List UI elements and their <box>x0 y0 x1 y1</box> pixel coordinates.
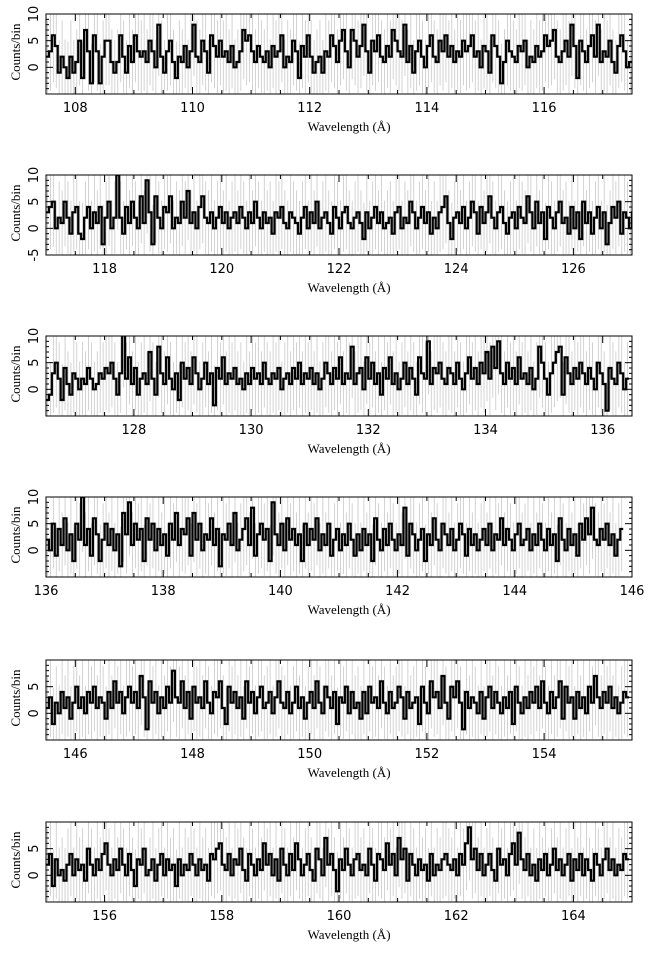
chart-panel-2: 118 120 122 124 126 -5 0 5 10 Wavelength (Å) Count… <box>8 167 633 295</box>
histogram-series <box>46 23 632 85</box>
y-tick-label: 0 <box>27 385 42 393</box>
y-axis-label: Counts/bin <box>8 345 23 403</box>
y-tick-label: 10 <box>27 6 42 23</box>
histogram-series <box>46 336 630 412</box>
x-axis-label: Wavelength (Å) <box>307 927 390 942</box>
x-axis-label: Wavelength (Å) <box>307 765 390 780</box>
y-tick-label: 5 <box>27 520 42 528</box>
y-tick-label: 0 <box>27 709 42 717</box>
y-tick-label: 5 <box>27 37 42 45</box>
x-tick-label: 136 <box>34 584 59 599</box>
data-layer <box>46 497 624 577</box>
chart-panel-6: 156 158 160 162 164 0 5 Wavelength (Å) Counts/bi… <box>8 821 633 942</box>
x-axis-label: Wavelength (Å) <box>307 119 390 134</box>
x-tick-label: 138 <box>151 584 176 599</box>
x-tick-label: 116 <box>532 101 557 116</box>
x-axis-label: Wavelength (Å) <box>307 280 390 295</box>
x-tick-label: 154 <box>532 747 557 762</box>
x-tick-label: 136 <box>590 423 615 438</box>
x-axis-label: Wavelength (Å) <box>307 602 390 617</box>
x-tick-label: 162 <box>444 909 469 924</box>
chart-panel-5: 146 148 150 152 154 0 5 Wavelength (Å) Counts/bi… <box>8 659 633 780</box>
x-tick-label: 126 <box>561 262 586 277</box>
x-tick-label: 140 <box>268 584 293 599</box>
histogram-series <box>46 826 630 893</box>
y-tick-label: 10 <box>27 489 42 506</box>
x-tick-label: 158 <box>209 909 234 924</box>
data-layer <box>46 660 630 740</box>
x-tick-label: 152 <box>414 747 439 762</box>
x-axis-label: Wavelength (Å) <box>307 441 390 456</box>
y-tick-label: 10 <box>27 167 42 184</box>
x-tick-label: 160 <box>327 909 352 924</box>
chart-panel-1: 108 110 112 114 116 0 5 10 Wavelength (Å) Counts/… <box>8 6 633 134</box>
y-tick-label: 0 <box>27 546 42 554</box>
y-tick-label: 0 <box>27 871 42 879</box>
x-tick-label: 156 <box>92 909 117 924</box>
y-axis-label: Counts/bin <box>8 831 23 889</box>
x-tick-label: 122 <box>327 262 352 277</box>
x-tick-label: 130 <box>239 423 264 438</box>
chart-panel-4: 136 138 140 142 144 146 0 5 10 Wavelength (Å) Coun… <box>8 489 645 617</box>
x-tick-label: 148 <box>180 747 205 762</box>
x-tick-label: 150 <box>297 747 322 762</box>
y-tick-label: 10 <box>27 328 42 345</box>
x-tick-label: 134 <box>473 423 498 438</box>
x-tick-label: 144 <box>502 584 527 599</box>
y-tick-label: 5 <box>27 359 42 367</box>
x-tick-label: 114 <box>414 101 439 116</box>
x-tick-label: 142 <box>385 584 410 599</box>
x-tick-label: 118 <box>92 262 117 277</box>
y-tick-label: 5 <box>27 683 42 691</box>
y-axis-label: Counts/bin <box>8 23 23 81</box>
y-tick-label: 0 <box>27 63 42 71</box>
x-tick-label: 124 <box>444 262 469 277</box>
x-tick-label: 128 <box>121 423 146 438</box>
x-tick-label: 112 <box>297 101 322 116</box>
y-axis-label: Counts/bin <box>8 669 23 727</box>
x-tick-label: 146 <box>620 584 645 599</box>
y-tick-label: -5 <box>27 249 42 262</box>
x-tick-label: 164 <box>561 909 586 924</box>
data-layer <box>46 175 632 255</box>
y-tick-label: 5 <box>27 198 42 206</box>
x-tick-label: 132 <box>356 423 381 438</box>
y-tick-label: 0 <box>27 224 42 232</box>
histogram-series <box>46 669 630 731</box>
x-tick-label: 108 <box>63 101 88 116</box>
histogram-series <box>46 175 632 246</box>
y-axis-label: Counts/bin <box>8 184 23 242</box>
y-tick-label: 5 <box>27 845 42 853</box>
chart-panel-3: 128 130 132 134 136 0 5 10 Wavelength (Å) Counts/… <box>8 328 633 456</box>
x-tick-label: 110 <box>180 101 205 116</box>
histogram-series <box>46 497 624 568</box>
y-axis-label: Counts/bin <box>8 506 23 564</box>
x-tick-label: 120 <box>209 262 234 277</box>
data-layer <box>46 14 632 94</box>
x-tick-label: 146 <box>63 747 88 762</box>
data-layer <box>46 336 630 416</box>
data-layer <box>46 822 630 902</box>
